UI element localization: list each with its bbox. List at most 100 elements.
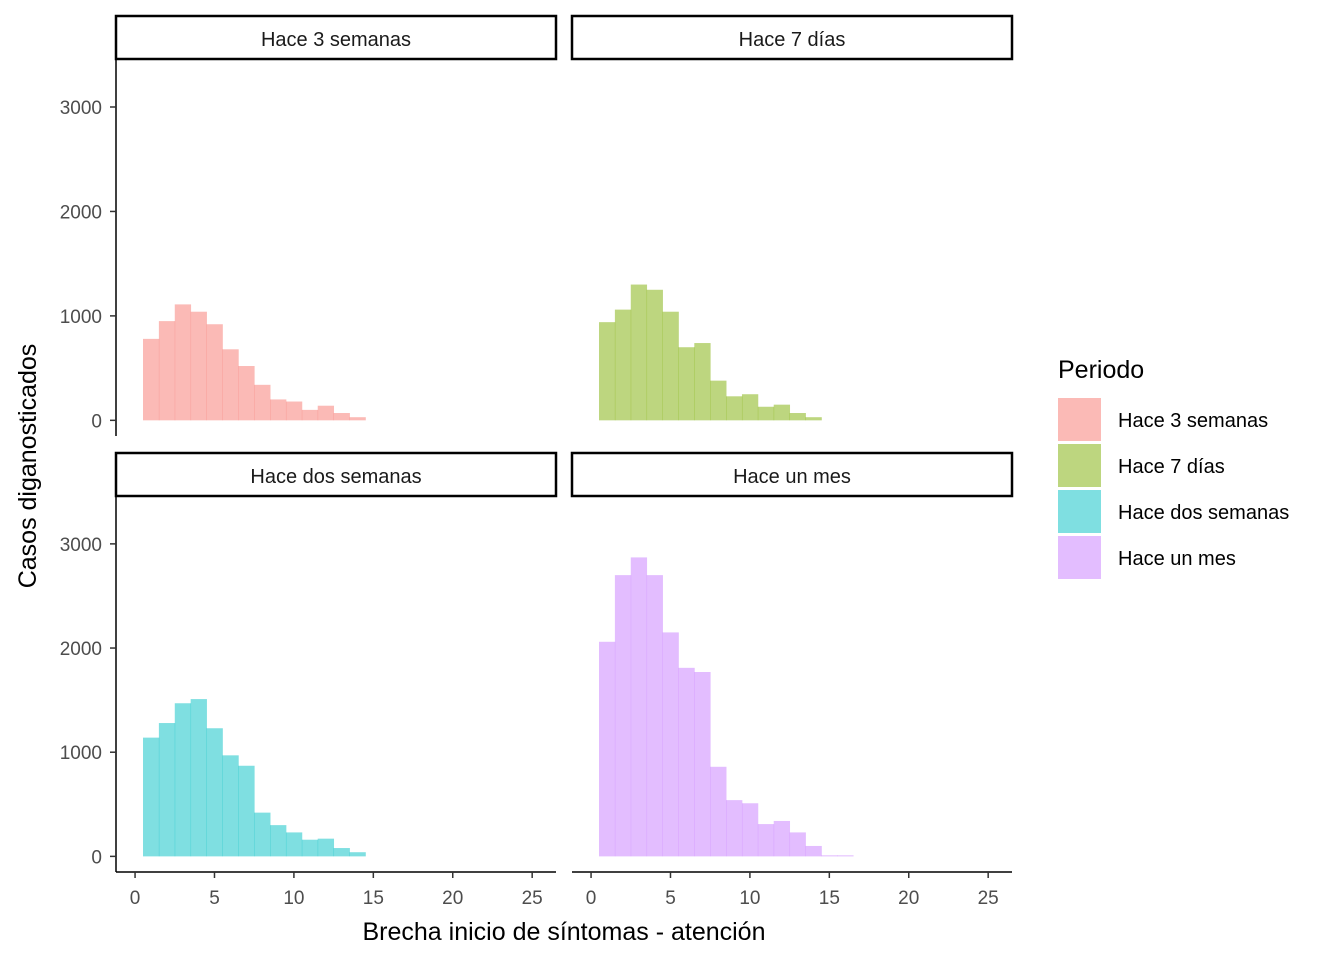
histogram-bar bbox=[710, 380, 727, 421]
legend-key bbox=[1058, 398, 1101, 441]
x-tick-label: 10 bbox=[283, 888, 304, 909]
histogram-bar bbox=[694, 672, 711, 857]
histogram-bar bbox=[599, 641, 616, 857]
histogram-bar bbox=[805, 417, 822, 421]
facet-strip bbox=[114, 14, 558, 61]
histogram-bar bbox=[158, 321, 176, 421]
legend-label: Hace dos semanas bbox=[1118, 502, 1289, 524]
facet-strip bbox=[114, 451, 558, 498]
x-tick-label: 15 bbox=[819, 888, 840, 909]
histogram-bar bbox=[646, 289, 663, 421]
histogram-bar bbox=[222, 349, 239, 421]
x-tick-label: 10 bbox=[739, 888, 760, 909]
x-tick-label: 5 bbox=[209, 888, 220, 909]
facet-strip-label: Hace 7 días bbox=[739, 29, 846, 51]
histogram-bar bbox=[317, 405, 335, 421]
histogram-bar bbox=[301, 839, 319, 857]
histogram-bar bbox=[143, 338, 160, 421]
histogram-bar bbox=[757, 824, 775, 857]
y-axis-title: Casos diganosticados bbox=[14, 344, 42, 589]
legend-key bbox=[1058, 536, 1101, 579]
histogram-bar bbox=[773, 820, 791, 857]
legend-label: Hace 3 semanas bbox=[1118, 410, 1268, 432]
histogram-bar bbox=[630, 557, 648, 857]
histogram-bar bbox=[174, 304, 192, 421]
facet-panel: Hace 3 semanas 0 1000 2000 3000 bbox=[60, 14, 558, 436]
histogram-bar bbox=[726, 396, 743, 421]
histogram-bar bbox=[270, 399, 287, 421]
facet-panel: Hace 7 días bbox=[570, 14, 1014, 421]
histogram-bar bbox=[254, 812, 271, 857]
y-tick-label: 1000 bbox=[60, 743, 102, 764]
facet-panel: Hace dos semanas 0 1000 2000 3000 0 5 10 15 20 25 bbox=[60, 451, 558, 909]
y-tick-label: 2000 bbox=[60, 639, 102, 660]
histogram-bar bbox=[206, 324, 223, 421]
histogram-bar bbox=[694, 343, 711, 421]
legend-key bbox=[1058, 444, 1101, 487]
y-tick-label: 2000 bbox=[60, 202, 102, 223]
histogram-bar bbox=[726, 800, 743, 857]
histogram-bar bbox=[143, 737, 160, 857]
histogram-bar bbox=[837, 855, 854, 857]
x-tick-label: 15 bbox=[363, 888, 384, 909]
histogram-bar bbox=[285, 832, 303, 857]
histogram-bar bbox=[630, 284, 648, 421]
histogram-bar bbox=[741, 394, 759, 421]
histogram-bar bbox=[741, 803, 759, 857]
histogram-bar bbox=[349, 852, 366, 857]
facet-strip-label: Hace dos semanas bbox=[250, 466, 421, 488]
histogram-bar bbox=[270, 825, 287, 857]
legend: Periodo Hace 3 semanas Hace 7 días Hace dos… bbox=[1058, 356, 1289, 579]
y-tick-label: 3000 bbox=[60, 98, 102, 119]
y-tick-label: 0 bbox=[91, 411, 102, 432]
legend-label: Hace un mes bbox=[1118, 548, 1236, 570]
histogram-bar bbox=[238, 765, 255, 857]
histogram-bar bbox=[317, 838, 335, 857]
histogram-bar bbox=[254, 384, 271, 421]
histogram-bar bbox=[614, 309, 632, 421]
histogram-bar bbox=[805, 845, 822, 857]
histogram-bar bbox=[349, 417, 366, 421]
histogram-bar bbox=[158, 723, 176, 857]
y-tick-label: 0 bbox=[91, 847, 102, 868]
histogram-bar bbox=[190, 311, 207, 421]
legend-title: Periodo bbox=[1058, 356, 1144, 384]
x-axis-title: Brecha inicio de síntomas - atención bbox=[363, 918, 766, 946]
x-tick-label: 0 bbox=[586, 888, 597, 909]
histogram-bar bbox=[678, 347, 695, 421]
y-tick-label: 3000 bbox=[60, 535, 102, 556]
histogram-bar bbox=[174, 703, 192, 857]
histogram-bar bbox=[614, 575, 632, 857]
x-tick-label: 25 bbox=[522, 888, 543, 909]
x-tick-label: 0 bbox=[130, 888, 141, 909]
histogram-bar bbox=[238, 366, 255, 421]
histogram-bar bbox=[789, 413, 806, 421]
legend-label: Hace 7 días bbox=[1118, 456, 1225, 478]
x-tick-label: 5 bbox=[665, 888, 676, 909]
histogram-bar bbox=[190, 699, 207, 857]
histogram-bar bbox=[333, 413, 350, 421]
histogram-bar bbox=[646, 575, 663, 857]
facet-strip bbox=[570, 14, 1014, 61]
histogram-bar bbox=[710, 766, 727, 857]
histogram-bar bbox=[662, 632, 679, 857]
x-tick-label: 20 bbox=[442, 888, 463, 909]
histogram-bar bbox=[222, 755, 239, 857]
histogram-bar bbox=[285, 401, 303, 421]
y-tick-label: 1000 bbox=[60, 307, 102, 328]
histogram-bar bbox=[662, 311, 679, 421]
histogram-bar bbox=[301, 409, 319, 421]
x-tick-label: 25 bbox=[978, 888, 999, 909]
histogram-bar bbox=[333, 848, 350, 857]
legend-key bbox=[1058, 490, 1101, 533]
histogram-bar bbox=[757, 406, 775, 421]
facet-strip bbox=[570, 451, 1014, 498]
facet-panel: Hace un mes 0 5 10 15 20 25 bbox=[570, 451, 1014, 909]
histogram-bar bbox=[599, 322, 616, 421]
histogram-bar bbox=[773, 404, 791, 421]
histogram-bar bbox=[678, 667, 695, 857]
facet-strip-label: Hace un mes bbox=[733, 466, 851, 488]
histogram-bar bbox=[821, 855, 838, 857]
